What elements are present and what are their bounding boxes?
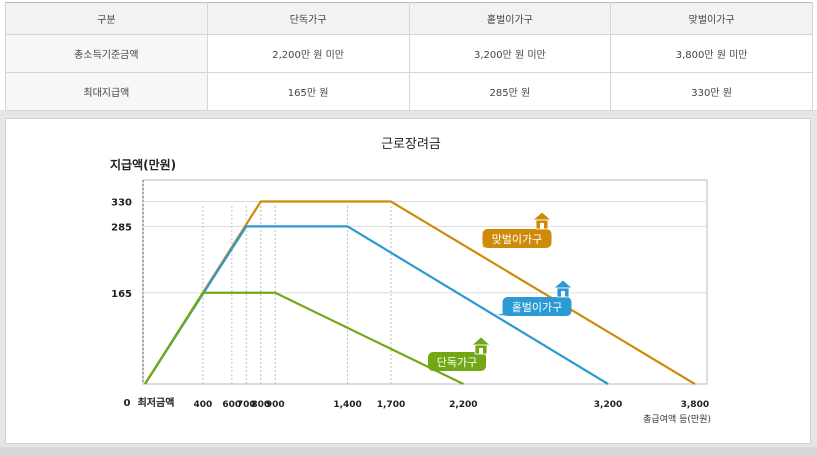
x-tick-label: 700 — [237, 400, 256, 410]
table-cell: 3,800만 원 미만 — [610, 34, 813, 73]
minimum-amount-label: 최저금액 — [138, 396, 175, 409]
y-tick-label: 285 — [111, 222, 132, 233]
table-row: 총소득기준금액 2,200만 원 미만 3,200만 원 미만 3,800만 원… — [5, 34, 813, 73]
series-line — [144, 291, 464, 385]
house-icon — [470, 336, 492, 355]
grid-lines — [143, 201, 707, 384]
origin-label: 0 — [124, 398, 131, 409]
table-row-header: 총소득기준금액 — [5, 34, 208, 73]
house-icon — [531, 211, 553, 230]
table-row-header: 최대지급액 — [5, 72, 208, 111]
table-header-row: 구분 단독가구 홑벌이가구 맞벌이가구 — [5, 2, 813, 35]
x-tick-label: 1,700 — [377, 400, 405, 410]
x-tick-label: 3,800 — [681, 400, 709, 410]
y-tick-labels: 165 285 330 — [111, 198, 132, 300]
x-tick-label: 600 — [222, 400, 241, 410]
x-tick-label: 1,400 — [333, 400, 361, 410]
y-tick-label: 165 — [111, 289, 132, 300]
table-cell: 165만 원 — [206, 72, 410, 111]
x-tick-label: 3,200 — [594, 400, 622, 410]
table-cell: 285만 원 — [408, 72, 612, 111]
x-tick-label: 400 — [193, 400, 212, 410]
series-callout: 단독가구 — [422, 336, 492, 371]
series-name-label: 맞벌이가구 — [492, 233, 543, 246]
callout-box — [482, 229, 552, 248]
series-callout: 맞벌이가구 — [482, 211, 553, 248]
table-cell: 2,200만 원 미만 — [206, 34, 410, 73]
house-icon — [552, 279, 574, 298]
series-name-label: 홑벌이가구 — [512, 301, 563, 314]
y-axis-title: 지급액(만원) — [110, 157, 176, 172]
series-name-label: 단독가구 — [437, 356, 477, 369]
plot-area — [142, 179, 708, 385]
table-header-cell: 단독가구 — [206, 2, 410, 35]
page-bottom-strip — [0, 447, 817, 456]
table-cell: 3,200만 원 미만 — [408, 34, 612, 73]
x-tick-label: 900 — [266, 400, 285, 410]
eligibility-table: 구분 단독가구 홑벌이가구 맞벌이가구 총소득기준금액 2,200만 원 미만 … — [5, 2, 813, 111]
series-group — [144, 200, 696, 385]
chart-title: 근로장려금 — [381, 137, 441, 152]
y-tick-label: 330 — [111, 198, 132, 209]
callout-box — [428, 352, 486, 371]
table-header-cell: 홑벌이가구 — [408, 2, 612, 35]
table-header-cell: 구분 — [5, 2, 208, 35]
x-tick-label: 800 — [251, 400, 270, 410]
table-header-cell: 맞벌이가구 — [610, 2, 813, 35]
x-tick-label: 2,200 — [449, 400, 477, 410]
x-axis-title: 총급여액 등(만원) — [643, 413, 711, 425]
table-cell: 330만 원 — [610, 72, 813, 111]
table-row: 최대지급액 165만 원 285만 원 330만 원 — [5, 72, 813, 111]
callout-box — [502, 297, 572, 316]
series-callout: 홑벌이가구 — [497, 279, 574, 316]
